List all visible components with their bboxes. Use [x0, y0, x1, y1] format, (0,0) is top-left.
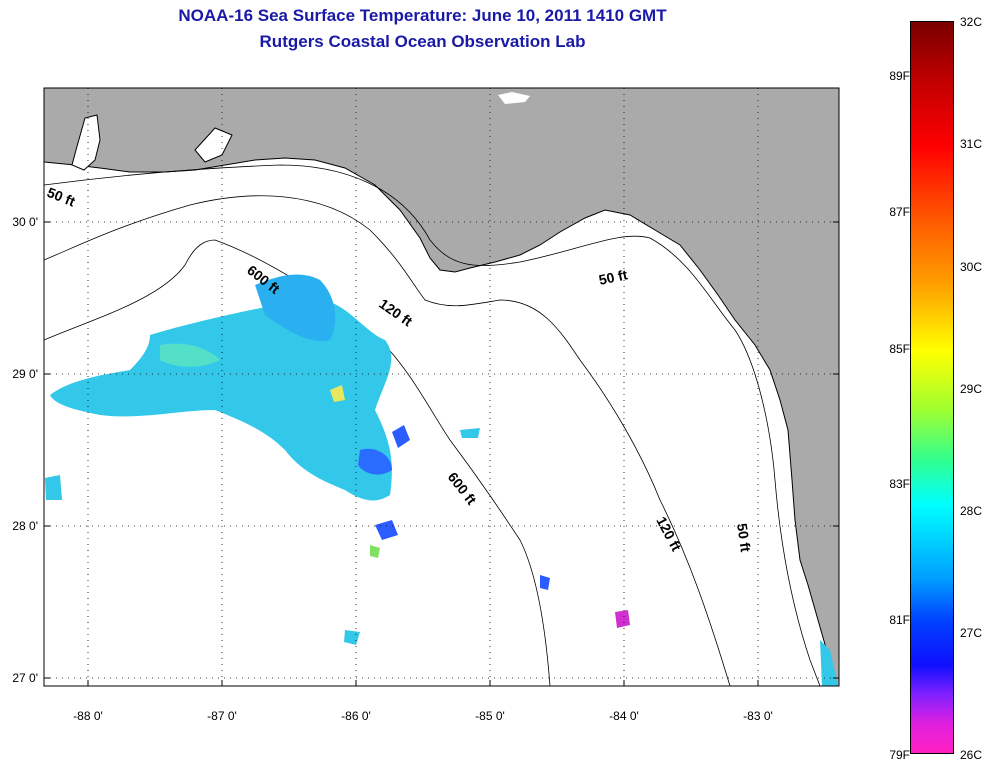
colorbar-label-85f: 85F	[889, 342, 910, 356]
color-bar	[910, 21, 954, 754]
depth-label-50ft-south: 50 ft	[734, 522, 754, 553]
lat-label-27: 27 0'	[12, 671, 38, 685]
colorbar-label-87f: 87F	[889, 205, 910, 219]
contour-50ft-north	[44, 164, 821, 686]
map-title: NOAA-16 Sea Surface Temperature: June 10…	[178, 6, 667, 25]
lon-label-83: -83 0'	[743, 709, 773, 723]
colorbar-label-27c: 27C	[960, 626, 983, 640]
colorbar-label-32c: 32C	[960, 15, 983, 29]
axis-ticks	[44, 221, 839, 686]
coast-lake	[498, 92, 530, 104]
grid	[44, 88, 839, 686]
depth-label-50ft-east: 50 ft	[597, 266, 629, 288]
coast-bay-2	[194, 127, 233, 163]
colorbar-label-30c: 30C	[960, 260, 983, 274]
lon-label-85: -85 0'	[475, 709, 505, 723]
colorbar-label-28c: 28C	[960, 504, 983, 518]
colorbar-label-29c: 29C	[960, 382, 983, 396]
lon-label-84: -84 0'	[609, 709, 639, 723]
lat-label-29: 29 0'	[12, 367, 38, 381]
land-mass	[44, 88, 839, 686]
coast-bay-1	[71, 114, 101, 171]
colorbar-label-81f: 81F	[889, 613, 910, 627]
colorbar-label-83f: 83F	[889, 477, 910, 491]
map-frame-border	[43, 87, 840, 687]
colorbar-label-31c: 31C	[960, 137, 983, 151]
sst-data	[45, 274, 838, 686]
colorbar-label-89f: 89F	[889, 69, 910, 83]
colorbar-label-26c: 26C	[960, 748, 983, 762]
map-subtitle: Rutgers Coastal Ocean Observation Lab	[259, 32, 586, 51]
lat-label-28: 28 0'	[12, 519, 38, 533]
colorbar-label-79f: 79F	[889, 748, 910, 762]
lon-label-88: -88 0'	[73, 709, 103, 723]
lon-label-86: -86 0'	[341, 709, 371, 723]
lat-label-30: 30 0'	[12, 215, 38, 229]
lon-label-87: -87 0'	[207, 709, 237, 723]
contour-120ft	[44, 195, 731, 686]
